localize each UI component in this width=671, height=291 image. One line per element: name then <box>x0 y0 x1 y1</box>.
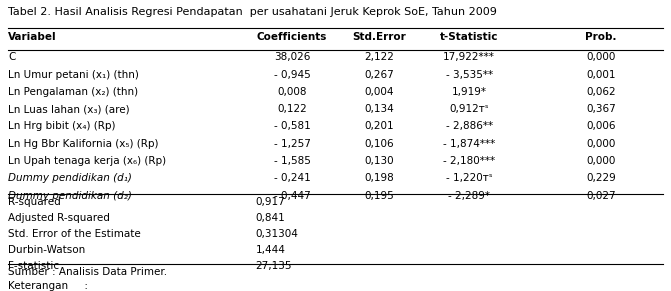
Text: Std.Error: Std.Error <box>352 32 406 42</box>
Text: 0,004: 0,004 <box>364 87 394 97</box>
Text: Ln Pengalaman (x₂) ​(thn): Ln Pengalaman (x₂) ​(thn) <box>8 87 138 97</box>
Text: - 0,945: - 0,945 <box>274 70 311 79</box>
Text: 0,841: 0,841 <box>255 213 285 223</box>
Text: 38,026: 38,026 <box>274 52 310 62</box>
Text: 0,195: 0,195 <box>364 191 394 201</box>
Text: Prob.: Prob. <box>584 32 616 42</box>
Text: R-squared: R-squared <box>8 197 61 207</box>
Text: 0,000: 0,000 <box>586 156 616 166</box>
Text: Ln Luas lahan (x₃) ​(are): Ln Luas lahan (x₃) ​(are) <box>8 104 130 114</box>
Text: 0,31304: 0,31304 <box>255 229 298 239</box>
Text: 0,198: 0,198 <box>364 173 394 183</box>
Text: 2,122: 2,122 <box>364 52 394 62</box>
Text: 0,917: 0,917 <box>255 197 285 207</box>
Text: Ln Upah tenaga kerja (x₆) ​(Rp): Ln Upah tenaga kerja (x₆) ​(Rp) <box>8 156 166 166</box>
Text: 1,919*: 1,919* <box>452 87 486 97</box>
Text: 0,367: 0,367 <box>586 104 616 114</box>
Text: - 1,257: - 1,257 <box>274 139 311 149</box>
Text: Durbin-Watson: Durbin-Watson <box>8 245 85 255</box>
Text: - 0,241: - 0,241 <box>274 173 311 183</box>
Text: Dummy pendidikan (d₂): Dummy pendidikan (d₂) <box>8 191 132 201</box>
Text: Tabel 2. Hasil Analisis Regresi Pendapatan  per usahatani Jeruk Keprok SoE, Tahu: Tabel 2. Hasil Analisis Regresi Pendapat… <box>8 7 497 17</box>
Text: 0,027: 0,027 <box>586 191 616 201</box>
Text: t-Statistic: t-Statistic <box>440 32 499 42</box>
Text: 27,135: 27,135 <box>255 262 292 272</box>
Text: 0,229: 0,229 <box>586 173 616 183</box>
Text: Variabel: Variabel <box>8 32 56 42</box>
Text: 0,130: 0,130 <box>364 156 394 166</box>
Text: 0,062: 0,062 <box>586 87 616 97</box>
Text: - 2,886**: - 2,886** <box>446 121 493 132</box>
Text: Adjusted R-squared: Adjusted R-squared <box>8 213 110 223</box>
Text: 17,922***: 17,922*** <box>444 52 495 62</box>
Text: Dummy pendidikan (d₁): Dummy pendidikan (d₁) <box>8 173 132 183</box>
Text: 0,122: 0,122 <box>277 104 307 114</box>
Text: Ln Umur petani (x₁) ​(thn): Ln Umur petani (x₁) ​(thn) <box>8 70 139 79</box>
Text: - 1,585: - 1,585 <box>274 156 311 166</box>
Text: 0,267: 0,267 <box>364 70 394 79</box>
Text: C: C <box>8 52 15 62</box>
Text: 0,000: 0,000 <box>586 139 616 149</box>
Text: Coefficients: Coefficients <box>257 32 327 42</box>
Text: - 1,220ᴛˢ: - 1,220ᴛˢ <box>446 173 493 183</box>
Text: - 2,180***: - 2,180*** <box>443 156 495 166</box>
Text: 0,912ᴛˢ: 0,912ᴛˢ <box>450 104 489 114</box>
Text: F-statistic: F-statistic <box>8 262 59 272</box>
Text: Sumber : Analisis Data Primer.: Sumber : Analisis Data Primer. <box>8 267 167 277</box>
Text: - 2,289*: - 2,289* <box>448 191 490 201</box>
Text: 0,001: 0,001 <box>586 70 616 79</box>
Text: 1,444: 1,444 <box>255 245 285 255</box>
Text: 0,134: 0,134 <box>364 104 394 114</box>
Text: Std. Error of the Estimate: Std. Error of the Estimate <box>8 229 141 239</box>
Text: 0,000: 0,000 <box>586 52 616 62</box>
Text: - 3,535**: - 3,535** <box>446 70 493 79</box>
Text: 0,006: 0,006 <box>586 121 616 132</box>
Text: 0,008: 0,008 <box>277 87 307 97</box>
Text: - 1,874***: - 1,874*** <box>443 139 495 149</box>
Text: - 0,447: - 0,447 <box>274 191 311 201</box>
Text: Keterangan     :: Keterangan : <box>8 281 88 291</box>
Text: Ln Hrg bibit (x₄) ​(Rp): Ln Hrg bibit (x₄) ​(Rp) <box>8 121 115 132</box>
Text: - 0,581: - 0,581 <box>274 121 311 132</box>
Text: 0,201: 0,201 <box>364 121 394 132</box>
Text: Ln Hg Bbr Kalifornia (x₅) ​(Rp): Ln Hg Bbr Kalifornia (x₅) ​(Rp) <box>8 139 158 149</box>
Text: 0,106: 0,106 <box>364 139 394 149</box>
